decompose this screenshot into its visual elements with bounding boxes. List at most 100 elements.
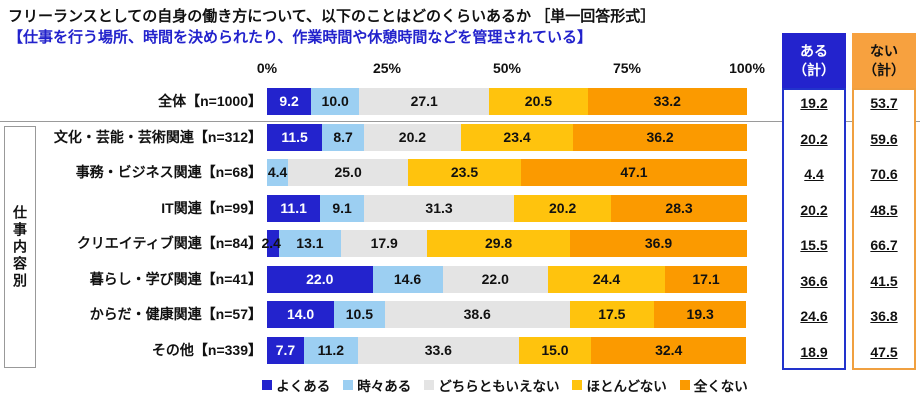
segment-value: 17.1 [692, 270, 720, 287]
chart-title: フリーランスとしての自身の働き方について、以下のことはどのくらいあるか ［単一回… [8, 8, 656, 25]
segment-value: 27.1 [410, 93, 438, 109]
bar-segment: 23.4 [460, 123, 574, 151]
bar-segment: 9.2 [267, 88, 312, 115]
legend-label: 全くない [693, 379, 748, 394]
aru-total-value: 19.2 [800, 95, 828, 111]
nai-total-value: 66.7 [870, 237, 898, 253]
chart-subtitle: 【仕事を行う場所、時間を決められたり、作業時間や休憩時間などを管理されている】 [8, 29, 592, 46]
legend-item: 時々ある [343, 375, 411, 395]
bar-segment: 31.3 [363, 194, 515, 222]
segment-value: 38.6 [463, 306, 491, 322]
segment-value: 20.5 [524, 93, 553, 109]
nai-total-value: 59.6 [870, 130, 898, 147]
segment-value: 20.2 [549, 199, 577, 216]
nai-total-header: ない （計） [852, 33, 916, 88]
stacked-bar: 9.2 10.0 27.1 20.5 33.2 [267, 88, 747, 115]
bar-segment: 11.1 [267, 194, 321, 222]
segment-value: 15.0 [541, 341, 569, 358]
axis-tick-75: 75% [612, 60, 642, 76]
bar-segment [267, 230, 279, 257]
segment-value: 20.2 [398, 128, 427, 145]
segment-value: 33.2 [653, 93, 681, 109]
bar-segment: 38.6 [384, 301, 570, 328]
segment-value: 23.5 [450, 164, 479, 180]
row-label: からだ・健康関連【n=57】 [89, 306, 262, 322]
bar-segment: 20.5 [489, 88, 588, 115]
segment-value: 4.4 [267, 164, 288, 180]
segment-value: 14.6 [393, 270, 422, 287]
nai-total-value: 70.6 [870, 166, 898, 182]
row-group-label: 仕事内容別 [12, 204, 28, 290]
bar-segment: 27.1 [359, 88, 490, 115]
legend-swatch [572, 380, 583, 390]
legend-label: 時々ある [357, 379, 412, 394]
bar-segment: 14.0 [267, 301, 335, 328]
segment-value: 19.3 [686, 306, 714, 322]
segment-value: 28.3 [665, 199, 693, 216]
segment-value: 13.1 [296, 235, 324, 251]
bar-segment: 11.2 [303, 336, 358, 364]
bar-segment: 19.3 [653, 301, 747, 328]
segment-value: 29.8 [484, 235, 513, 251]
segment-value: 25.0 [334, 164, 362, 180]
bar-segment: 10.0 [311, 88, 360, 115]
legend-item: よくある [262, 375, 330, 395]
segment-value: 22.0 [481, 270, 509, 287]
segment-value: 47.1 [620, 164, 648, 180]
segment-value: 7.7 [275, 341, 296, 358]
aru-total-header: ある （計） [782, 33, 846, 88]
segment-value: 9.1 [332, 199, 352, 216]
nai-total-column: 53.7 59.6 70.6 48.5 66.7 41.5 36.8 47.5 [852, 88, 916, 370]
bar-segment: 17.1 [665, 265, 748, 293]
nai-total-value: 47.5 [870, 343, 898, 360]
legend-item: ほとんどない [572, 375, 667, 395]
segment-value-outside: 2.4 [261, 235, 281, 251]
axis-tick-50: 50% [492, 60, 522, 76]
bar-segment: 33.6 [357, 336, 519, 364]
nai-total-value: 41.5 [870, 272, 898, 289]
segment-value: 36.2 [646, 128, 674, 145]
segment-value: 17.5 [598, 306, 626, 322]
nai-total-value: 36.8 [870, 308, 898, 324]
bar-segment: 17.9 [341, 230, 428, 257]
segment-value: 8.7 [333, 128, 353, 145]
row-group-box: 仕事内容別 [4, 126, 36, 368]
axis-tick-100: 100% [729, 60, 765, 76]
stacked-bar: 2.4 13.1 17.9 29.8 36.9 [261, 230, 747, 257]
bar-segment: 7.7 [267, 336, 304, 364]
bar-segment: 10.5 [334, 301, 385, 328]
row-label: 文化・芸能・芸術関連【n=312】 [53, 128, 262, 145]
bar-segment: 11.5 [267, 123, 323, 151]
bar-segment: 22.0 [442, 265, 549, 293]
aru-total-value: 20.2 [800, 130, 828, 147]
segment-value: 11.1 [280, 199, 307, 216]
segment-value: 23.4 [503, 128, 531, 145]
legend-swatch [262, 380, 273, 390]
row-label: クリエイティブ関連【n=84】 [76, 235, 262, 251]
segment-value: 9.2 [279, 93, 299, 109]
row-label: 全体【n=1000】 [158, 93, 262, 109]
total-row-separator [0, 121, 920, 122]
stacked-bar: 4.4 25.0 23.5 47.1 [267, 159, 747, 186]
bar-segment: 32.4 [590, 336, 747, 364]
aru-total-value: 4.4 [804, 166, 824, 182]
stacked-bar: 14.0 10.5 38.6 17.5 19.3 [267, 301, 747, 328]
bar-segment: 4.4 [267, 159, 289, 186]
stacked-bar: 22.0 14.6 22.0 24.4 17.1 [267, 265, 748, 293]
bar-segment: 15.0 [518, 336, 591, 364]
bar-segment: 47.1 [520, 159, 747, 186]
bar-segment: 36.2 [573, 123, 747, 151]
bar-segment: 29.8 [427, 230, 571, 257]
segment-value: 10.5 [345, 306, 373, 322]
bar-segment: 25.0 [288, 159, 409, 186]
bar-segment: 24.4 [548, 265, 666, 293]
bar-segment: 8.7 [322, 123, 364, 151]
legend-swatch [343, 380, 354, 390]
aru-total-value: 36.6 [800, 272, 828, 289]
aru-total-value: 15.5 [800, 237, 828, 253]
bar-segment: 22.0 [267, 265, 373, 293]
aru-total-value: 20.2 [800, 201, 828, 218]
axis-tick-25: 25% [372, 60, 402, 76]
legend-label: どちらともいえない [438, 379, 560, 394]
